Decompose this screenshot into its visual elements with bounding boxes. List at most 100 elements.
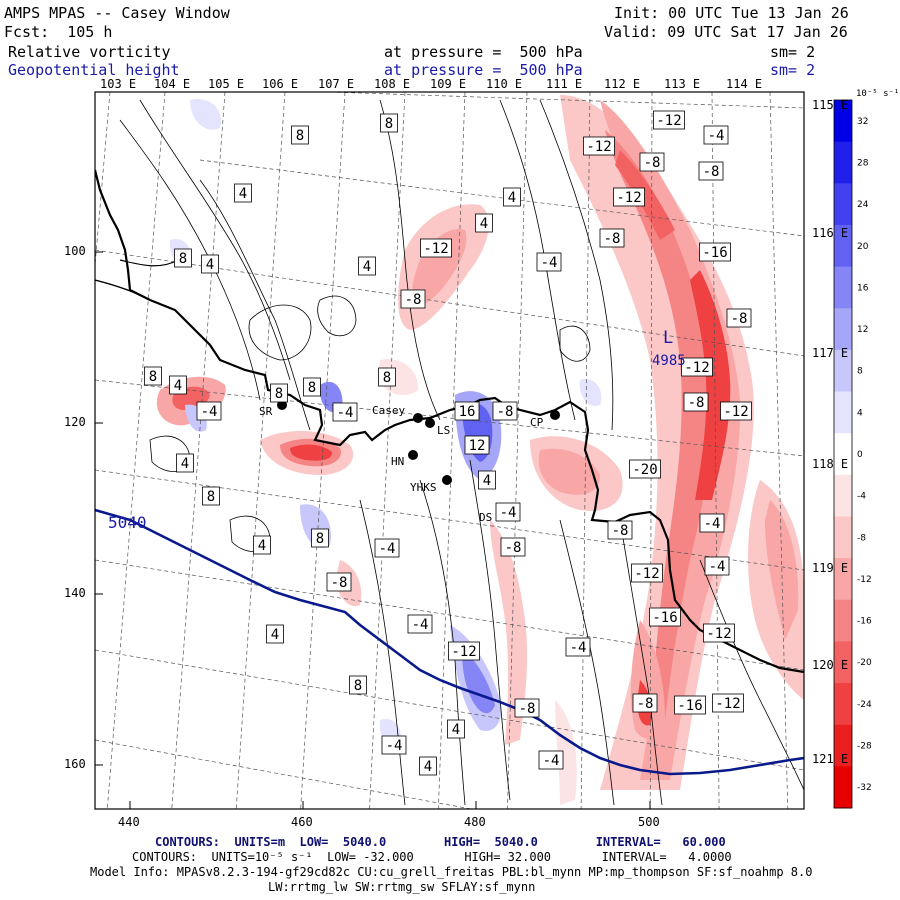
contour-label-box [495,502,521,522]
contour-label-box [270,383,288,403]
contour-label-text: -4 [704,516,721,532]
colorbar-unit: 10⁻⁵ s⁻¹ [856,89,900,99]
contour-label: -4 [332,402,358,422]
colorbar-swatch [834,474,852,517]
contour-label: -8 [599,228,625,248]
field1-smoothing: sm= 2 [770,43,816,61]
lon-label-121: 121 E [812,752,849,766]
contour-label: 8 [303,377,321,397]
colorbar: 32 28 24 20 16 12 8 4 0 -4 -8 -12 -16 -20 -24 -28 -32 [833,99,872,809]
contour-label-text: -4 [337,405,354,421]
station-dot-ls [425,418,435,428]
contour-label-text: -12 [656,113,681,129]
contour-label-box [381,735,407,755]
contour-label-text: 4 [206,257,214,273]
contour-label: -8 [639,152,665,172]
contour-label: -12 [420,238,452,258]
contour-label-box [201,254,219,274]
lon-label-119: 119 E [812,561,849,575]
contour-label-text: 8 [179,251,187,267]
contour-label: 4 [176,453,194,473]
y-tick-160: 160 [64,757,86,771]
contour-label-text: -8 [519,701,536,717]
contour-label-box [475,213,493,233]
contour-label-box [704,556,730,576]
contour-label-text: -4 [543,753,560,769]
lon-label-109: 109 E [430,77,467,91]
contour-label-box [681,357,713,377]
contour-label-box [358,256,376,276]
contour-label-box [448,641,480,661]
contour-label: -12 [631,563,663,583]
colorbar-label: 28 [857,158,869,168]
contour-label: 8 [291,125,309,145]
contour-label-text: -12 [684,360,709,376]
contour-label: 4 [475,213,493,233]
contour-label-text: -4 [541,255,558,271]
contour-label: 8 [378,367,396,387]
colorbar-swatch [834,308,852,351]
contour-label-box [699,242,731,262]
contour-label-text: -20 [632,462,657,478]
contour-label: -4 [703,125,729,145]
contour-label: -8 [400,289,426,309]
contour-label: -8 [514,698,540,718]
contour-label-text: 4 [508,190,516,206]
station-dot-sr [277,400,287,410]
contour-label-text: 4 [483,473,491,489]
contour-label: -4 [704,556,730,576]
contour-label-box [583,136,615,156]
contour-label-box [454,401,480,421]
low-marker: L [663,328,674,348]
contour-label-text: 12 [469,438,486,454]
contour-label-text: -12 [616,190,641,206]
contour-label-box [349,675,367,695]
colorbar-swatch [834,433,852,476]
contour-label-box [674,695,706,715]
contour-label-text: 8 [207,489,215,505]
station-label-casey: Casey [372,404,406,417]
colorbar-frame [833,99,853,809]
contour-label-text: 8 [275,386,283,402]
colorbar-label: -12 [857,575,872,585]
contour-label-box [599,228,625,248]
contour-label: -8 [492,401,518,421]
contour-labels: 8 8 4 8 4 4 4 8 4 -4 4 8 8 -4 -8 -12 8 16 -8 12 -4 8 4 -8 4 -12 -4… [144,110,752,776]
contour-label-box [683,392,709,412]
colorbar-swatch [834,141,852,184]
contour-label-text: -4 [708,128,725,144]
x-tick-480: 480 [464,815,486,829]
colorbar-swatch [834,558,852,601]
contour-label-box [380,113,398,133]
contour-label-text: -4 [570,640,587,656]
contour-label-text: 4 [424,759,432,775]
contour-label: -12 [720,401,752,421]
contour-label-box [649,607,681,627]
y-tick-140: 140 [64,586,86,600]
colorbar-label: 20 [857,242,869,252]
contour-label-text: -8 [644,155,661,171]
contour-label: 4 [447,719,465,739]
contour-label-box [326,572,352,592]
colorbar-swatch [834,641,852,684]
contour-label-box [613,187,645,207]
contour-label-text: -8 [688,395,705,411]
contour-label: 8 [144,366,162,386]
lon-label-103: 103 E [100,77,137,91]
lon-label-112: 112 E [604,77,641,91]
colorbar-swatch [834,183,852,226]
station-label-hn: HN [391,455,405,468]
contour-label: -4 [538,750,564,770]
contour-label: 4 [503,187,521,207]
lon-label-118: 118 E [812,457,849,471]
geopotential-contour-5040 [95,508,804,776]
contour-label: -4 [381,735,407,755]
contour-label-box [419,756,437,776]
contour-label-text: -4 [500,505,517,521]
contour-label-text: -8 [331,575,348,591]
contour-label-box [311,528,329,548]
coast-secondary [95,279,151,301]
contour-label-box [607,520,633,540]
contour-label-text: 8 [308,380,316,396]
